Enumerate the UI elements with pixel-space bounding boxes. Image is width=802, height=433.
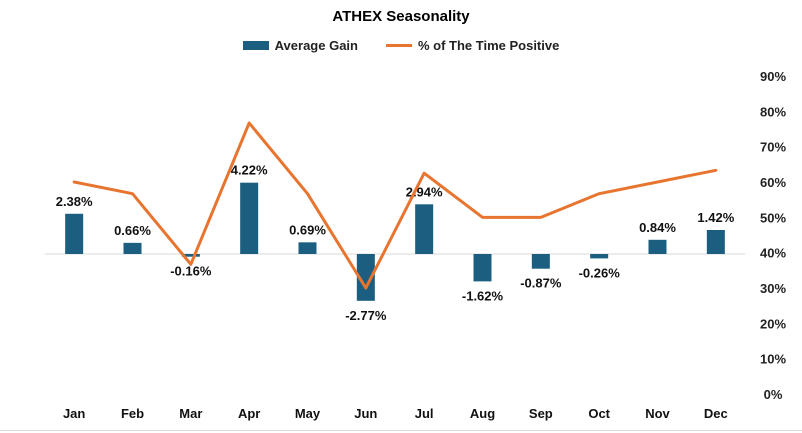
secondary-axis-tick-label: 70% — [760, 140, 786, 155]
secondary-axis-tick-label: 40% — [760, 246, 786, 261]
x-axis-category-label: Jun — [354, 406, 377, 421]
secondary-axis-tick-label: 0% — [764, 387, 783, 402]
bar-data-label: 1.42% — [697, 210, 734, 225]
secondary-axis-tick-label: 10% — [760, 352, 786, 367]
x-axis-category-label: Jul — [415, 406, 434, 421]
bar-average-gain[interactable] — [65, 213, 84, 254]
bottom-divider — [0, 430, 802, 431]
secondary-axis-tick-label: 80% — [760, 104, 786, 119]
secondary-axis-tick-label: 50% — [760, 210, 786, 225]
legend: Average Gain % of The Time Positive — [0, 38, 802, 53]
bar-data-label: -1.62% — [462, 288, 504, 303]
bar-average-gain[interactable] — [590, 254, 609, 259]
bar-data-label: -0.87% — [520, 276, 562, 291]
legend-swatch-bar — [242, 41, 269, 50]
bar-average-gain[interactable] — [706, 230, 725, 254]
bar-data-label: -2.77% — [345, 308, 387, 323]
bar-average-gain[interactable] — [181, 254, 200, 257]
x-axis-category-label: Mar — [179, 406, 202, 421]
bar-data-label: 4.22% — [231, 163, 268, 178]
bar-data-label: 0.69% — [289, 222, 326, 237]
bar-data-label: 2.38% — [56, 194, 93, 209]
secondary-axis-tick-label: 20% — [760, 316, 786, 331]
x-axis-category-label: Oct — [588, 406, 610, 421]
chart-title: ATHEX Seasonality — [332, 8, 470, 25]
bar-average-gain[interactable] — [356, 254, 375, 301]
bar-data-label: -0.26% — [579, 265, 621, 280]
bar-average-gain[interactable] — [473, 254, 492, 282]
secondary-axis-tick-label: 60% — [760, 175, 786, 190]
x-axis-category-label: Apr — [238, 406, 260, 421]
legend-swatch-line — [385, 44, 412, 47]
x-axis-category-label: May — [295, 406, 321, 421]
bar-average-gain[interactable] — [240, 182, 259, 254]
bar-average-gain[interactable] — [298, 242, 317, 254]
legend-label-average-gain: Average Gain — [274, 38, 358, 53]
bar-average-gain[interactable] — [531, 254, 550, 269]
bar-average-gain[interactable] — [415, 204, 434, 254]
bar-average-gain[interactable] — [648, 239, 667, 254]
bar-data-label: 0.66% — [114, 223, 151, 238]
bar-data-label: -0.16% — [170, 264, 212, 279]
x-axis-category-label: Jan — [63, 406, 85, 421]
legend-item-percent-positive[interactable]: % of The Time Positive — [385, 38, 560, 53]
line-percent-positive[interactable] — [72, 121, 718, 290]
x-axis-category-label: Nov — [645, 406, 670, 421]
bar-data-label: 0.84% — [639, 220, 676, 235]
legend-label-percent-positive: % of The Time Positive — [417, 38, 560, 53]
secondary-axis-tick-label: 30% — [760, 281, 786, 296]
x-axis-category-label: Feb — [121, 406, 144, 421]
bar-average-gain[interactable] — [123, 242, 142, 254]
x-axis-category-label: Aug — [470, 406, 495, 421]
x-axis-category-label: Dec — [704, 406, 728, 421]
x-axis-category-label: Sep — [529, 406, 553, 421]
secondary-axis-tick-label: 90% — [760, 69, 786, 84]
legend-item-average-gain[interactable]: Average Gain — [242, 38, 358, 53]
